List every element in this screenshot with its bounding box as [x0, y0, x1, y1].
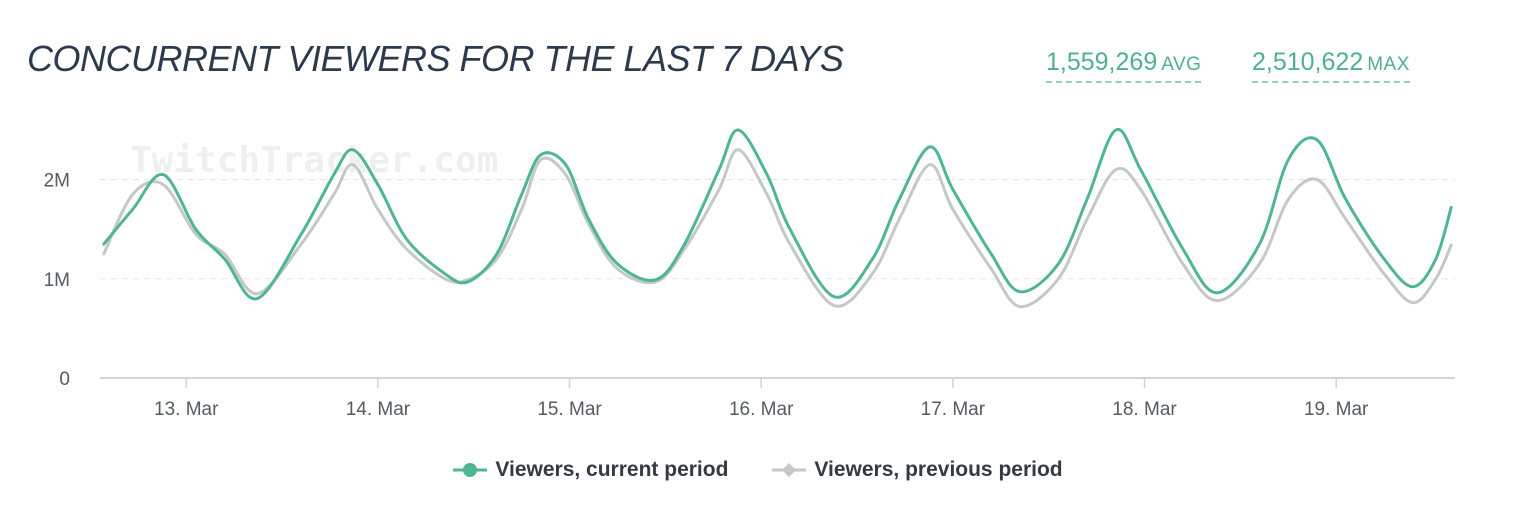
legend-label-previous: Viewers, previous period [814, 458, 1063, 481]
x-tick-label: 18. Mar [1112, 399, 1177, 420]
y-tick-label: 0 [59, 369, 70, 390]
chart-title: CONCURRENT VIEWERS FOR THE LAST 7 DAYS [27, 38, 844, 79]
legend-label-current: Viewers, current period [495, 458, 729, 481]
y-axis-labels: 0 1M 2M [44, 171, 70, 390]
grid-lines [100, 179, 1455, 280]
avg-viewers-stat[interactable]: 1,559,269 AVG [1046, 48, 1202, 83]
chart-legend: Viewers, current period Viewers, previou… [0, 458, 1516, 482]
avg-viewers-unit: AVG [1161, 54, 1202, 75]
x-tick-label: 16. Mar [729, 399, 794, 420]
x-tick-label: 17. Mar [921, 399, 986, 420]
viewers-line-chart: TwitchTracker.com 13. Mar 14. Mar 15. Mar 1… [44, 127, 1455, 420]
series-line-current[interactable] [102, 127, 1453, 301]
x-tick-label: 13. Mar [154, 399, 219, 420]
series-line-previous[interactable] [102, 148, 1453, 309]
legend-item-previous[interactable]: Viewers, previous period [772, 458, 1063, 482]
x-tick-label: 15. Mar [537, 399, 602, 420]
x-axis: 13. Mar 14. Mar 15. Mar 16. Mar 17. Mar 18. M… [100, 377, 1455, 420]
max-viewers-unit: MAX [1367, 54, 1410, 75]
max-viewers-value: 2,510,622 [1252, 48, 1364, 76]
legend-marker-current [453, 463, 488, 477]
y-tick-label: 1M [44, 270, 70, 291]
legend-item-current[interactable]: Viewers, current period [453, 458, 728, 482]
legend-marker-previous [772, 463, 807, 477]
series-lines [102, 127, 1453, 309]
x-tick-label: 14. Mar [346, 399, 411, 420]
avg-viewers-value: 1,559,269 [1046, 48, 1158, 76]
max-viewers-stat[interactable]: 2,510,622 MAX [1252, 50, 1410, 83]
watermark-text: TwitchTracker.com [130, 140, 498, 181]
y-tick-label: 2M [44, 171, 70, 192]
x-tick-label: 19. Mar [1304, 399, 1369, 420]
